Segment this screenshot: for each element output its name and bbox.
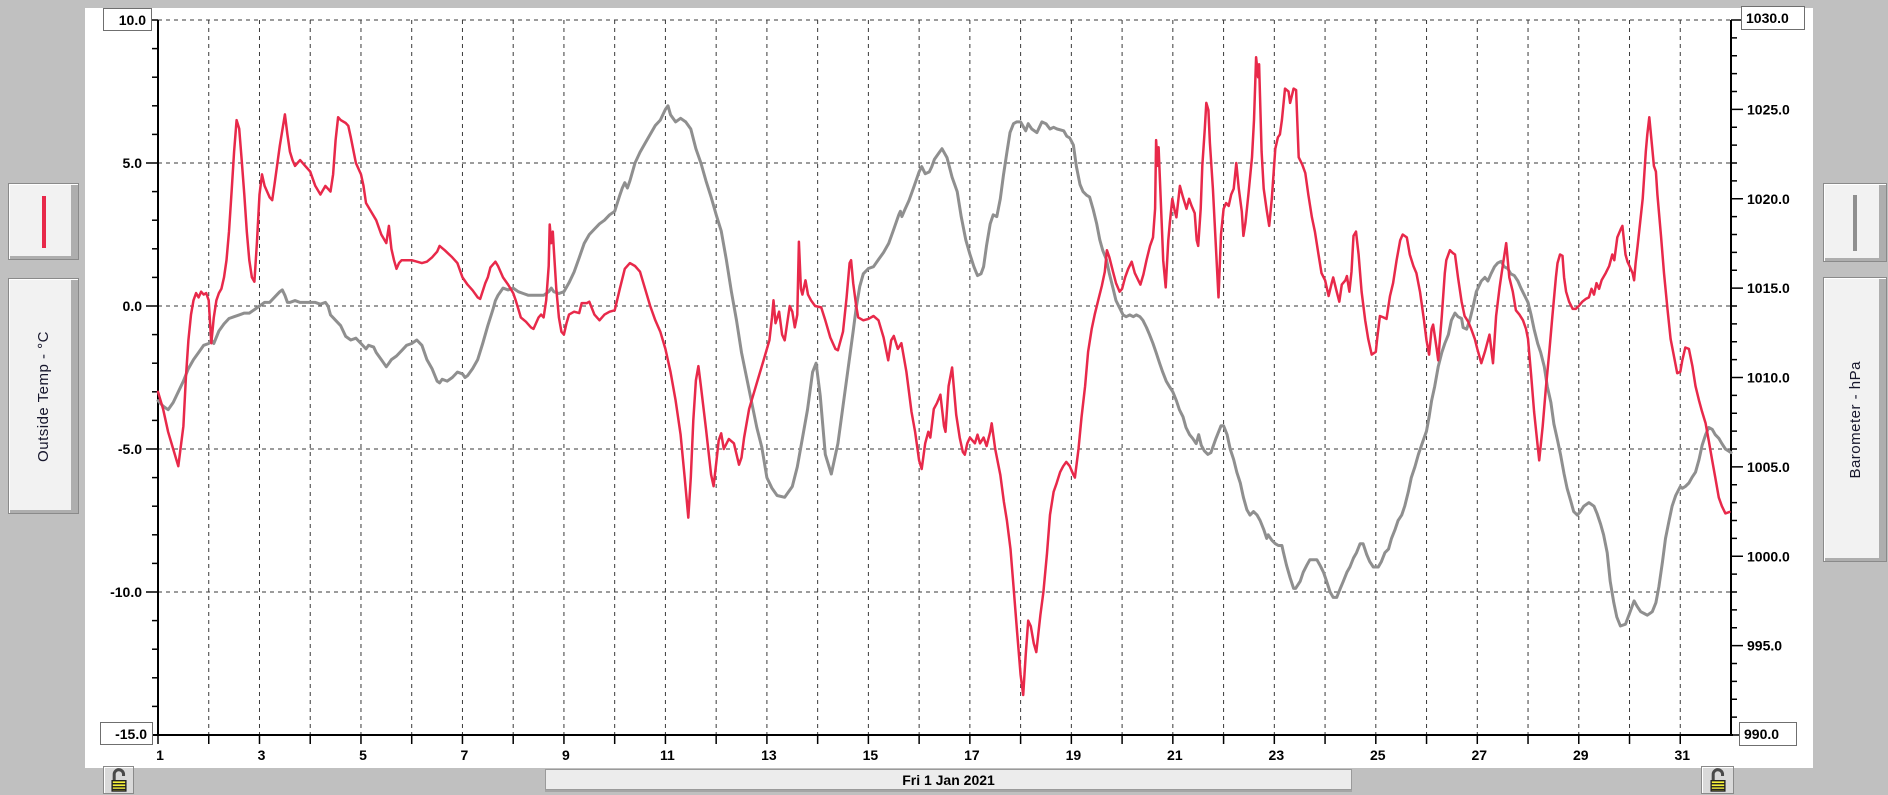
unlocked-padlock-icon [1709, 768, 1726, 792]
svg-text:21: 21 [1167, 747, 1183, 763]
right-lock-button[interactable] [1701, 766, 1734, 794]
svg-text:1005.0: 1005.0 [1747, 459, 1790, 475]
right-axis-label-button[interactable]: Barometer - hPa [1823, 277, 1887, 562]
svg-text:5: 5 [359, 747, 367, 763]
temp-legend-button[interactable] [8, 183, 79, 260]
svg-text:1000.0: 1000.0 [1747, 548, 1790, 564]
right-axis-min-box[interactable]: 990.0 [1739, 722, 1797, 746]
svg-text:11: 11 [660, 747, 675, 763]
temp-legend-line-icon [41, 195, 46, 248]
svg-text:1: 1 [156, 747, 164, 763]
baro-legend-line-icon [1853, 194, 1857, 251]
left-axis-label-button[interactable]: Outside Temp - °C [8, 278, 79, 514]
svg-text:13: 13 [761, 747, 777, 763]
svg-text:-10.0: -10.0 [110, 584, 142, 600]
svg-text:25: 25 [1370, 747, 1386, 763]
right-axis-max-box[interactable]: 1030.0 [1741, 6, 1805, 30]
svg-text:17: 17 [964, 747, 980, 763]
tick-marks [146, 19, 1743, 744]
svg-text:19: 19 [1066, 747, 1082, 763]
date-label: Fri 1 Jan 2021 [902, 771, 995, 788]
svg-text:27: 27 [1472, 747, 1488, 763]
left-lock-button[interactable] [103, 766, 134, 794]
svg-text:31: 31 [1674, 747, 1690, 763]
left-axis-max-box[interactable]: 10.0 [103, 8, 152, 31]
axes [146, 20, 1733, 736]
right-axis-label: Barometer - hPa [1846, 360, 1864, 479]
svg-text:1015.0: 1015.0 [1747, 280, 1790, 296]
svg-text:3: 3 [258, 747, 266, 763]
unlocked-padlock-icon [110, 768, 127, 792]
baro-series-line [156, 104, 1733, 628]
left-axis-min-box[interactable]: -15.0 [100, 722, 153, 745]
temp-series-line [156, 55, 1731, 697]
svg-text:29: 29 [1573, 747, 1589, 763]
svg-text:5.0: 5.0 [123, 155, 143, 171]
svg-text:995.0: 995.0 [1747, 638, 1782, 654]
svg-text:15: 15 [863, 747, 879, 763]
svg-text:0.0: 0.0 [123, 298, 143, 314]
svg-text:23: 23 [1269, 747, 1285, 763]
left-axis-label: Outside Temp - °C [35, 330, 52, 462]
svg-text:1025.0: 1025.0 [1747, 101, 1790, 117]
svg-text:9: 9 [562, 747, 570, 763]
baro-legend-button[interactable] [1823, 183, 1887, 262]
date-bar[interactable]: Fri 1 Jan 2021 [545, 769, 1352, 790]
tick-labels: 5.0 0.0 -5.0 -10.0 1025.0 1020.0 1015.0 1010.0 1… [110, 101, 1790, 763]
svg-text:1020.0: 1020.0 [1747, 191, 1790, 207]
svg-text:1010.0: 1010.0 [1747, 370, 1790, 386]
svg-text:-5.0: -5.0 [118, 441, 142, 457]
svg-text:7: 7 [461, 747, 469, 763]
gridlines [158, 19, 1731, 735]
